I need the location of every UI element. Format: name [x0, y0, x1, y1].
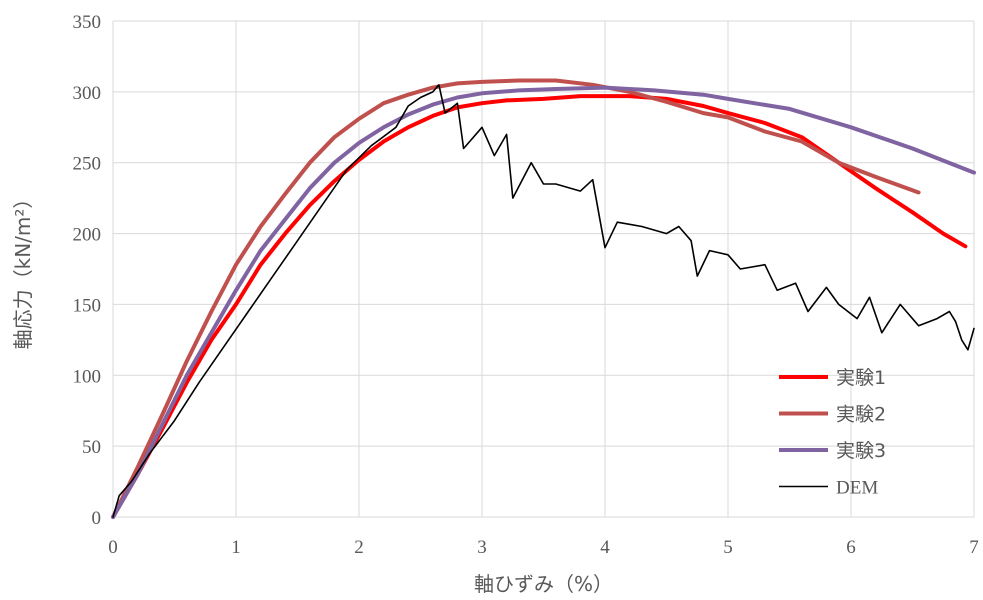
y-tick-label: 350 — [73, 12, 102, 33]
legend-label: 実験2 — [836, 404, 886, 426]
series-line-DEM — [112, 84, 975, 518]
y-tick-label: 200 — [73, 225, 102, 246]
x-tick-label: 4 — [600, 537, 610, 558]
series-line-実験1 — [111, 94, 968, 519]
series-line-実験3 — [111, 85, 976, 519]
legend: 実験1 実験2 実験3 DEM — [779, 367, 886, 499]
y-tick-label: 0 — [92, 508, 102, 529]
y-axis-title: 軸応力（kN/m²） — [11, 189, 35, 350]
x-tick-label: 7 — [969, 537, 979, 558]
legend-label: 実験3 — [836, 440, 886, 462]
y-tick-label: 150 — [73, 295, 102, 316]
plot-area — [111, 78, 976, 519]
legend-label: 実験1 — [836, 367, 886, 389]
x-tick-label: 5 — [723, 537, 733, 558]
series-line-実験2 — [111, 78, 921, 519]
x-tick-label: 6 — [846, 537, 856, 558]
x-axis-title: 軸ひずみ（%） — [474, 572, 613, 596]
y-tick-label: 300 — [73, 83, 102, 104]
y-tick-label: 250 — [73, 154, 102, 175]
axes: 0 50 100 150 200 250 300 350 0 1 2 3 4 5 6 7 — [73, 12, 979, 558]
x-tick-label: 0 — [108, 537, 118, 558]
y-tick-label: 50 — [82, 437, 101, 458]
y-tick-label: 100 — [73, 366, 102, 387]
legend-label: DEM — [836, 478, 878, 499]
x-tick-label: 3 — [477, 537, 487, 558]
x-tick-label: 1 — [231, 537, 241, 558]
x-tick-label: 2 — [354, 537, 364, 558]
